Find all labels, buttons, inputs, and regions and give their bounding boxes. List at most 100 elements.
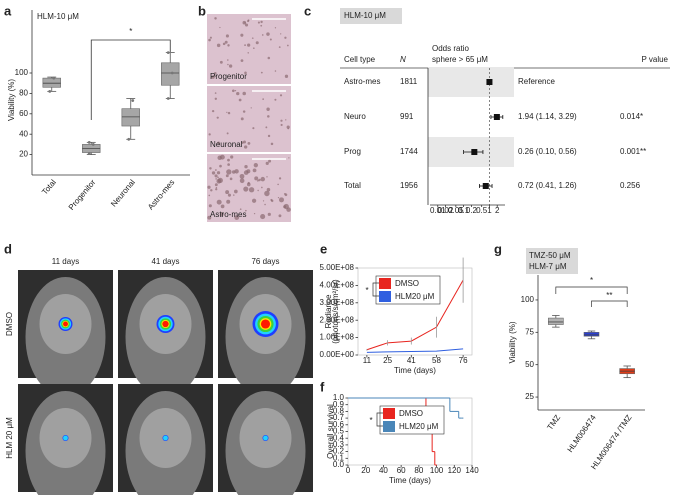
cell	[232, 89, 235, 93]
cell	[226, 199, 231, 204]
cell	[280, 123, 283, 127]
timepoint: 11 days	[52, 257, 79, 266]
significance-label: **	[606, 291, 612, 300]
x-tick-label: 76	[459, 356, 468, 365]
cell	[214, 92, 217, 94]
cell	[284, 36, 287, 39]
cell	[211, 109, 215, 113]
cell	[260, 71, 263, 74]
cell	[208, 38, 211, 42]
cell	[214, 17, 217, 20]
x-tick-label: 140	[465, 466, 479, 475]
cell	[230, 155, 234, 159]
point	[131, 99, 135, 102]
legend-swatch	[383, 408, 395, 419]
y-axis-label: (photons/s/cm²/sr)	[331, 279, 340, 344]
cell	[253, 47, 255, 49]
y-tick-label: 0.3	[333, 440, 345, 449]
cell	[211, 75, 215, 79]
cell	[207, 215, 212, 220]
signal	[263, 435, 268, 441]
cell	[227, 158, 230, 162]
y-axis-label: Viability (%)	[508, 321, 517, 363]
estimate-point	[493, 114, 500, 120]
cell	[242, 20, 247, 25]
x-tick-label: 41	[407, 356, 416, 365]
cell	[267, 56, 271, 60]
cell	[234, 215, 240, 220]
y-tick-label: 75	[525, 327, 534, 336]
cell	[214, 169, 217, 171]
cell	[208, 204, 212, 208]
cell	[243, 140, 246, 144]
cell	[278, 46, 281, 49]
significance-label: *	[590, 276, 593, 285]
signal	[63, 321, 68, 327]
cell	[274, 27, 277, 29]
y-tick-label: 25	[525, 392, 534, 401]
y-tick-label: 2.00E+08	[320, 315, 355, 324]
cell	[240, 59, 244, 62]
y-tick-label: 50	[525, 360, 534, 369]
signal	[260, 319, 271, 329]
cell	[209, 36, 212, 39]
point	[91, 143, 95, 146]
legend-swatch	[383, 421, 395, 432]
header-box	[526, 248, 578, 274]
cell	[242, 110, 246, 113]
estimate: Reference	[518, 77, 555, 86]
legend-swatch	[379, 291, 391, 302]
cell	[214, 183, 218, 187]
cell	[226, 111, 228, 114]
cell	[270, 198, 273, 202]
cell	[227, 163, 230, 166]
cell	[215, 187, 218, 189]
legend-label: DMSO	[399, 409, 423, 418]
row-band	[428, 67, 514, 97]
y-tick-label: 0.00E+00	[320, 350, 355, 359]
y-tick-label: 0.9	[333, 400, 345, 409]
significance-bracket	[376, 412, 383, 427]
cell	[215, 188, 218, 191]
header-box	[340, 8, 402, 24]
y-tick-label: 0.4	[333, 433, 345, 442]
cell	[244, 145, 248, 149]
cell	[260, 214, 266, 220]
cell	[287, 127, 290, 130]
row-label: Neuro	[344, 112, 366, 121]
x-tick-label: 1	[487, 206, 492, 215]
cell	[231, 170, 236, 174]
x-tick-label: 2	[495, 206, 500, 215]
cell	[229, 177, 233, 181]
cell	[210, 189, 213, 192]
point	[166, 97, 170, 100]
cell	[214, 75, 217, 78]
x-tick-label: 80	[414, 466, 423, 475]
cell	[286, 125, 290, 129]
y-tick-label: 3.00E+08	[320, 298, 355, 307]
chart-title: HLM-10 μM	[37, 12, 79, 21]
cell	[226, 132, 229, 135]
cell	[225, 174, 229, 178]
x-tick-label: 0.2	[466, 206, 478, 215]
cell	[268, 159, 272, 163]
significance-bracket	[555, 286, 628, 294]
cell	[266, 187, 271, 192]
cell	[234, 169, 239, 174]
column-header: sphere > 65 μM	[432, 55, 488, 64]
cell	[250, 107, 252, 109]
y-tick-label: 0.1	[333, 453, 345, 462]
cell	[239, 178, 245, 184]
cell	[236, 91, 240, 96]
y-tick-label: 0.0	[333, 460, 345, 469]
y-tick-label: 20	[19, 150, 28, 159]
row-n: 1956	[400, 181, 418, 190]
cell	[264, 203, 266, 206]
x-tick-label: 0.1	[458, 206, 470, 215]
cell	[227, 59, 229, 61]
box	[121, 108, 140, 127]
cell	[278, 197, 284, 203]
cell	[216, 116, 219, 119]
micrograph-label: Progenitor	[210, 72, 247, 81]
cell	[257, 180, 259, 182]
